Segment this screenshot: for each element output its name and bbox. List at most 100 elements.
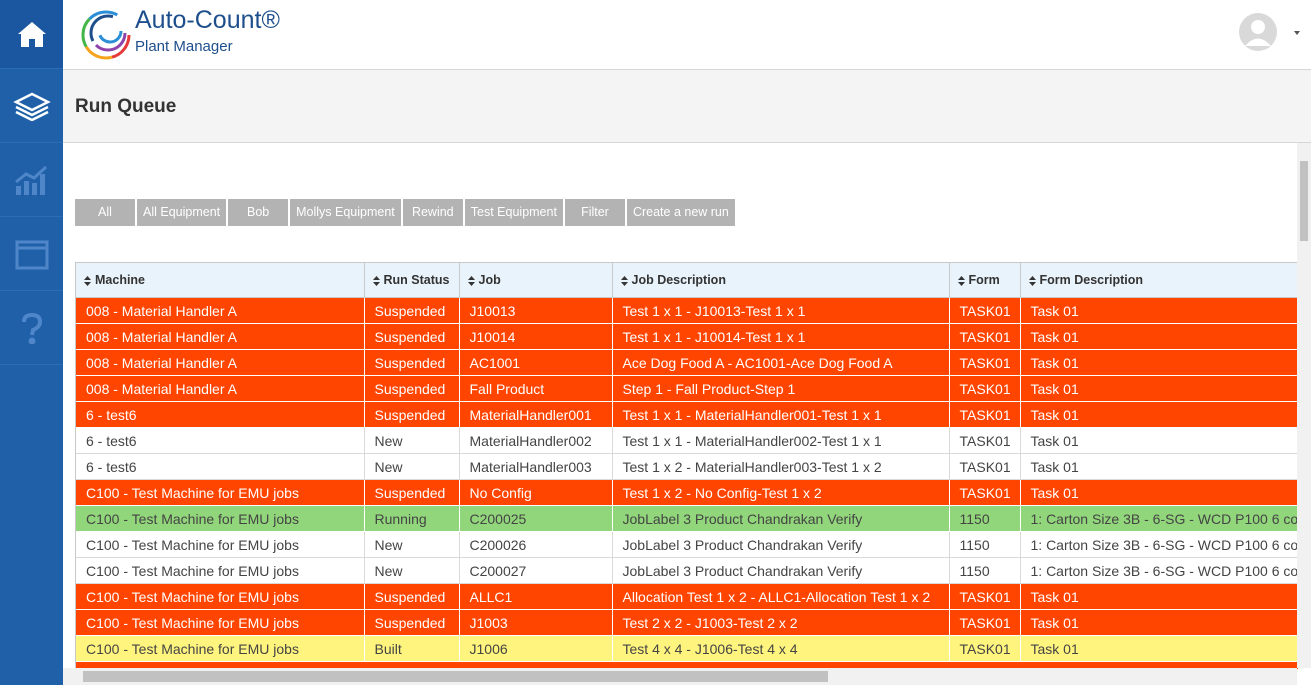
cell: 008 - Material Handler A — [76, 349, 365, 376]
cell: Ace Dog Food A - AC1001-Ace Dog Food A — [612, 349, 950, 376]
cell: AC1001 — [459, 349, 613, 376]
cell: Task 01 — [1020, 323, 1298, 350]
column-header[interactable]: Form Description — [1020, 263, 1298, 298]
cell: Task 01 — [1020, 583, 1298, 610]
page-title: Run Queue — [75, 96, 177, 117]
cell: C100 - Test Machine for EMU jobs — [76, 583, 365, 610]
cell: New — [364, 453, 460, 480]
horizontal-scrollbar[interactable] — [63, 668, 1297, 685]
cell: Test 1 x 1 - J10013-Test 1 x 1 — [612, 297, 950, 324]
title-bar: Run Queue — [63, 70, 1311, 143]
run-row[interactable]: 008 - Material Handler A Suspended AC1001 A… — [76, 349, 1298, 376]
cell: C100 - Test Machine for EMU jobs — [76, 609, 365, 636]
cell: Running — [364, 505, 460, 532]
nav-help[interactable] — [0, 291, 63, 365]
column-header[interactable]: Job Description — [612, 263, 950, 298]
table-body: 008 - Material Handler A Suspended J10013 T… — [76, 297, 1298, 662]
run-row[interactable]: 6 - test6 New MaterialHandler002 Test 1 x 1… — [76, 427, 1298, 454]
cell: 6 - test6 — [76, 453, 365, 480]
calendar-icon — [15, 240, 48, 269]
run-row[interactable]: 6 - test6 Suspended MaterialHandler001 Test… — [76, 401, 1298, 428]
run-queue-table: Machine Run Status Job Job Description Form F… — [76, 263, 1298, 662]
sort-icon — [957, 275, 965, 286]
cell: 1: Carton Size 3B - 6-SG - WCD P100 6 co… — [1020, 557, 1298, 584]
cell: C100 - Test Machine for EMU jobs — [76, 531, 365, 558]
filter-button[interactable]: All — [75, 199, 135, 226]
cell: Test 1 x 1 - MaterialHandler001-Test 1 x… — [612, 401, 950, 428]
column-label: Form Description — [1039, 273, 1144, 287]
header: Auto-Count® Plant Manager — [63, 0, 1311, 70]
cell: C100 - Test Machine for EMU jobs — [76, 479, 365, 506]
logo-mark — [81, 10, 131, 60]
sort-icon — [467, 275, 475, 286]
cell: J1003 — [459, 609, 613, 636]
cell: 1150 — [949, 505, 1021, 532]
partial-row — [76, 662, 1298, 669]
filter-button[interactable]: Rewind — [402, 199, 463, 226]
sort-icon — [372, 275, 380, 286]
cell: Suspended — [364, 297, 460, 324]
filter-button[interactable]: Filter — [564, 199, 625, 226]
column-header[interactable]: Form — [949, 263, 1021, 298]
cell: 008 - Material Handler A — [76, 375, 365, 402]
nav-queue[interactable] — [0, 69, 63, 143]
column-header[interactable]: Job — [459, 263, 613, 298]
vertical-scrollbar[interactable] — [1297, 143, 1311, 668]
cell: Task 01 — [1020, 401, 1298, 428]
cell: 1: Carton Size 3B - 6-SG - WCD P100 6 co… — [1020, 505, 1298, 532]
cell: MaterialHandler003 — [459, 453, 613, 480]
cell: Task 01 — [1020, 375, 1298, 402]
layers-icon — [12, 92, 51, 121]
chart-icon — [14, 165, 47, 195]
cell: 1150 — [949, 531, 1021, 558]
cell: Step 1 - Fall Product-Step 1 — [612, 375, 950, 402]
nav-schedule[interactable] — [0, 217, 63, 291]
run-row[interactable]: C100 - Test Machine for EMU jobs Built J10… — [76, 635, 1298, 662]
cell: Task 01 — [1020, 427, 1298, 454]
run-row[interactable]: C100 - Test Machine for EMU jobs New C2000… — [76, 557, 1298, 584]
cell: No Config — [459, 479, 613, 506]
cell: Allocation Test 1 x 2 - ALLC1-Allocation… — [612, 583, 950, 610]
header-row: Machine Run Status Job Job Description Form F… — [76, 263, 1298, 298]
cell: Suspended — [364, 609, 460, 636]
cell: MaterialHandler001 — [459, 401, 613, 428]
run-row[interactable]: 008 - Material Handler A Suspended Fall Pr… — [76, 375, 1298, 402]
product-name: Plant Manager — [135, 38, 233, 55]
scroll-thumb[interactable] — [83, 671, 828, 682]
filter-button[interactable]: Bob — [228, 199, 289, 226]
column-header[interactable]: Run Status — [364, 263, 460, 298]
run-row[interactable]: C100 - Test Machine for EMU jobs Suspende… — [76, 609, 1298, 636]
brand-name: Auto-Count® — [135, 6, 280, 34]
cell: ALLC1 — [459, 583, 613, 610]
run-row[interactable]: 008 - Material Handler A Suspended J10014 T… — [76, 323, 1298, 350]
filter-button[interactable]: Create a new run — [626, 199, 735, 226]
run-row[interactable]: 6 - test6 New MaterialHandler003 Test 1 x 2… — [76, 453, 1298, 480]
run-row[interactable]: C100 - Test Machine for EMU jobs Suspende… — [76, 583, 1298, 610]
filter-button[interactable]: Test Equipment — [464, 199, 563, 226]
column-header[interactable]: Machine — [76, 263, 365, 298]
filter-button[interactable]: Mollys Equipment — [290, 199, 401, 226]
filter-button[interactable]: All Equipment — [137, 199, 227, 226]
cell: J1006 — [459, 635, 613, 662]
user-menu[interactable] — [1238, 13, 1302, 53]
run-row[interactable]: 008 - Material Handler A Suspended J10013 T… — [76, 297, 1298, 324]
cell: C100 - Test Machine for EMU jobs — [76, 505, 365, 532]
cell: Test 1 x 1 - MaterialHandler002-Test 1 x… — [612, 427, 950, 454]
cell: Task 01 — [1020, 453, 1298, 480]
run-row[interactable]: C100 - Test Machine for EMU jobs Suspende… — [76, 479, 1298, 506]
cell: Suspended — [364, 401, 460, 428]
run-row[interactable]: C100 - Test Machine for EMU jobs Running C… — [76, 505, 1298, 532]
nav-reports[interactable] — [0, 143, 63, 217]
cell: TASK01 — [949, 427, 1021, 454]
cell: TASK01 — [949, 479, 1021, 506]
nav-home[interactable] — [0, 0, 63, 69]
sort-icon — [84, 275, 91, 286]
help-icon — [21, 312, 42, 344]
cell: Test 1 x 2 - MaterialHandler003-Test 1 x… — [612, 453, 950, 480]
cell: C200025 — [459, 505, 613, 532]
run-row[interactable]: C100 - Test Machine for EMU jobs New C2000… — [76, 531, 1298, 558]
cell: Task 01 — [1020, 349, 1298, 376]
cell: J10014 — [459, 323, 613, 350]
scroll-thumb[interactable] — [1300, 161, 1308, 241]
